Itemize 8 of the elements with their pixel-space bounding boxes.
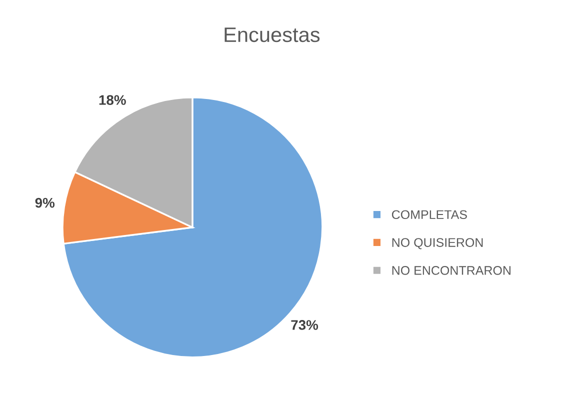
legend-label: NO QUISIERON: [392, 238, 483, 250]
data-label: 9%: [35, 198, 55, 208]
data-label: 18%: [99, 95, 126, 105]
pie-slice: [62, 96, 324, 358]
chart-title: Encuestas: [224, 28, 320, 42]
legend-label: NO ENCONTRARON: [392, 266, 510, 275]
legend-label: COMPLETAS: [392, 210, 467, 220]
data-label: 73%: [291, 320, 318, 330]
